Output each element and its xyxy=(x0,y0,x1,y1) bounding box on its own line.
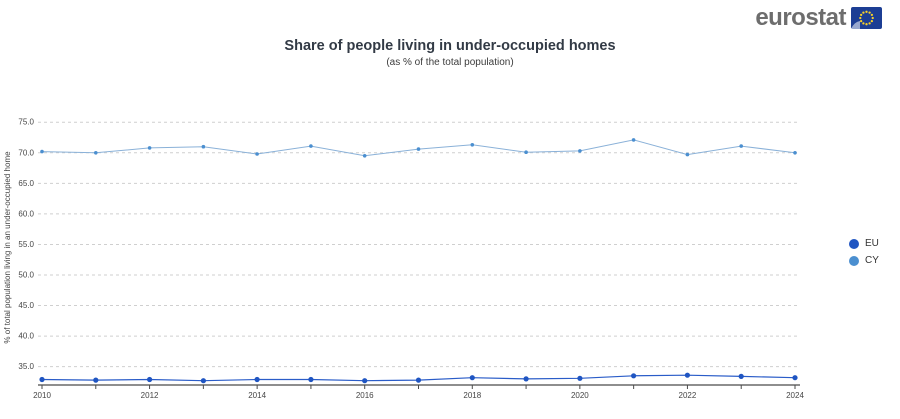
data-point-eu-2015[interactable] xyxy=(308,376,314,383)
y-tick-label: 70.0 xyxy=(18,148,34,157)
data-point-eu-2021[interactable] xyxy=(631,373,637,379)
data-point-cy-2012[interactable] xyxy=(147,146,152,150)
y-tick-label: 40.0 xyxy=(18,332,34,341)
data-point-cy-2011[interactable] xyxy=(94,151,98,155)
legend-item-cy[interactable]: CY xyxy=(849,255,879,266)
x-tick-label: 2010 xyxy=(33,391,51,400)
y-tick-label: 65.0 xyxy=(18,179,34,188)
legend-label-eu: EU xyxy=(865,238,879,249)
x-tick-label: 2014 xyxy=(248,391,266,400)
data-point-cy-2010[interactable] xyxy=(40,149,44,154)
eu-flag-icon xyxy=(851,7,882,29)
data-point-cy-2020[interactable] xyxy=(578,149,582,153)
y-tick-label: 35.0 xyxy=(18,362,34,371)
x-tick-label: 2024 xyxy=(786,391,804,400)
data-point-eu-2022[interactable] xyxy=(684,372,691,378)
data-point-eu-2016[interactable] xyxy=(362,378,368,384)
legend-swatch-cy xyxy=(849,255,859,266)
data-point-eu-2012[interactable] xyxy=(147,376,153,383)
data-point-cy-2023[interactable] xyxy=(739,144,743,148)
x-tick-label: 2016 xyxy=(356,391,374,400)
x-tick-label: 2012 xyxy=(141,391,159,400)
data-point-eu-2020[interactable] xyxy=(577,375,583,381)
y-tick-label: 45.0 xyxy=(18,301,34,310)
data-point-cy-2019[interactable] xyxy=(524,150,528,154)
y-tick-label: 50.0 xyxy=(18,271,34,280)
chart-subtitle: (as % of the total population) xyxy=(386,57,514,68)
data-point-eu-2018[interactable] xyxy=(469,375,475,381)
x-tick-label: 2018 xyxy=(463,391,481,400)
data-point-cy-2024[interactable] xyxy=(793,151,797,155)
data-point-cy-2013[interactable] xyxy=(201,144,206,149)
data-point-cy-2014[interactable] xyxy=(255,152,259,156)
y-tick-label: 55.0 xyxy=(18,240,34,249)
data-point-cy-2021[interactable] xyxy=(631,138,636,142)
legend-swatch-eu xyxy=(849,238,859,249)
data-point-eu-2017[interactable] xyxy=(415,377,422,383)
data-point-eu-2010[interactable] xyxy=(39,376,45,383)
legend-item-eu[interactable]: EU xyxy=(849,238,879,249)
legend-label-cy: CY xyxy=(865,255,879,266)
data-point-eu-2019[interactable] xyxy=(523,376,529,382)
data-point-eu-2024[interactable] xyxy=(792,375,798,381)
x-tick-label: 2020 xyxy=(571,391,589,400)
y-tick-label: 60.0 xyxy=(18,209,34,218)
data-point-eu-2013[interactable] xyxy=(200,378,206,384)
x-tick-label: 2022 xyxy=(679,391,697,400)
eurostat-logo: eurostat xyxy=(755,6,882,30)
data-point-cy-2016[interactable] xyxy=(362,154,367,158)
y-axis-title: % of total population living in an under… xyxy=(3,151,12,344)
data-point-eu-2011[interactable] xyxy=(93,377,99,383)
data-point-cy-2015[interactable] xyxy=(309,144,313,148)
chart-legend: EU CY xyxy=(849,238,879,266)
data-point-eu-2023[interactable] xyxy=(738,373,744,379)
data-point-cy-2018[interactable] xyxy=(470,143,475,147)
data-point-eu-2014[interactable] xyxy=(254,376,260,383)
chart-title: Share of people living in under-occupied… xyxy=(284,38,616,54)
eurostat-logo-text: eurostat xyxy=(755,4,846,31)
data-point-cy-2022[interactable] xyxy=(685,152,690,157)
data-point-cy-2017[interactable] xyxy=(416,147,421,151)
y-tick-label: 75.0 xyxy=(18,118,34,127)
